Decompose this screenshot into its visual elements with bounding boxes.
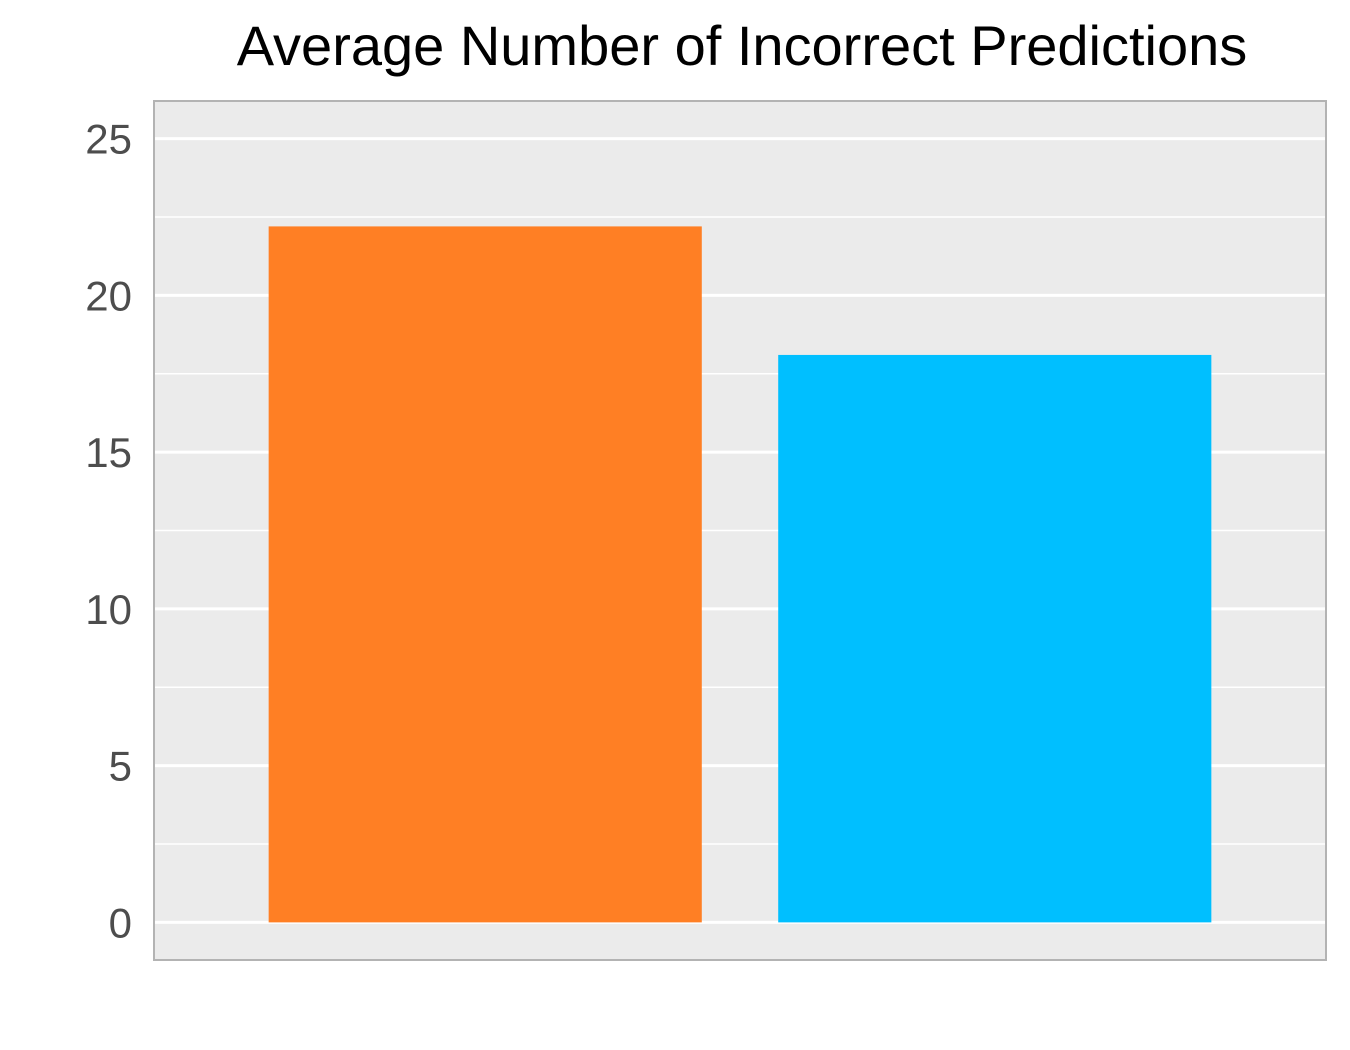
y-tick-label-10: 10 bbox=[85, 586, 132, 633]
bar-1 bbox=[268, 226, 702, 923]
bars bbox=[268, 226, 1212, 923]
y-tick-label-0: 0 bbox=[109, 899, 132, 946]
y-tick-label-15: 15 bbox=[85, 429, 132, 476]
y-tick-label-25: 25 bbox=[85, 116, 132, 163]
y-tick-label-20: 20 bbox=[85, 272, 132, 319]
bar-2 bbox=[778, 354, 1212, 923]
chart-title: Average Number of Incorrect Predictions bbox=[236, 14, 1248, 77]
y-tick-labels: 0 5 10 15 20 25 bbox=[85, 116, 132, 947]
y-tick-label-5: 5 bbox=[109, 743, 132, 790]
